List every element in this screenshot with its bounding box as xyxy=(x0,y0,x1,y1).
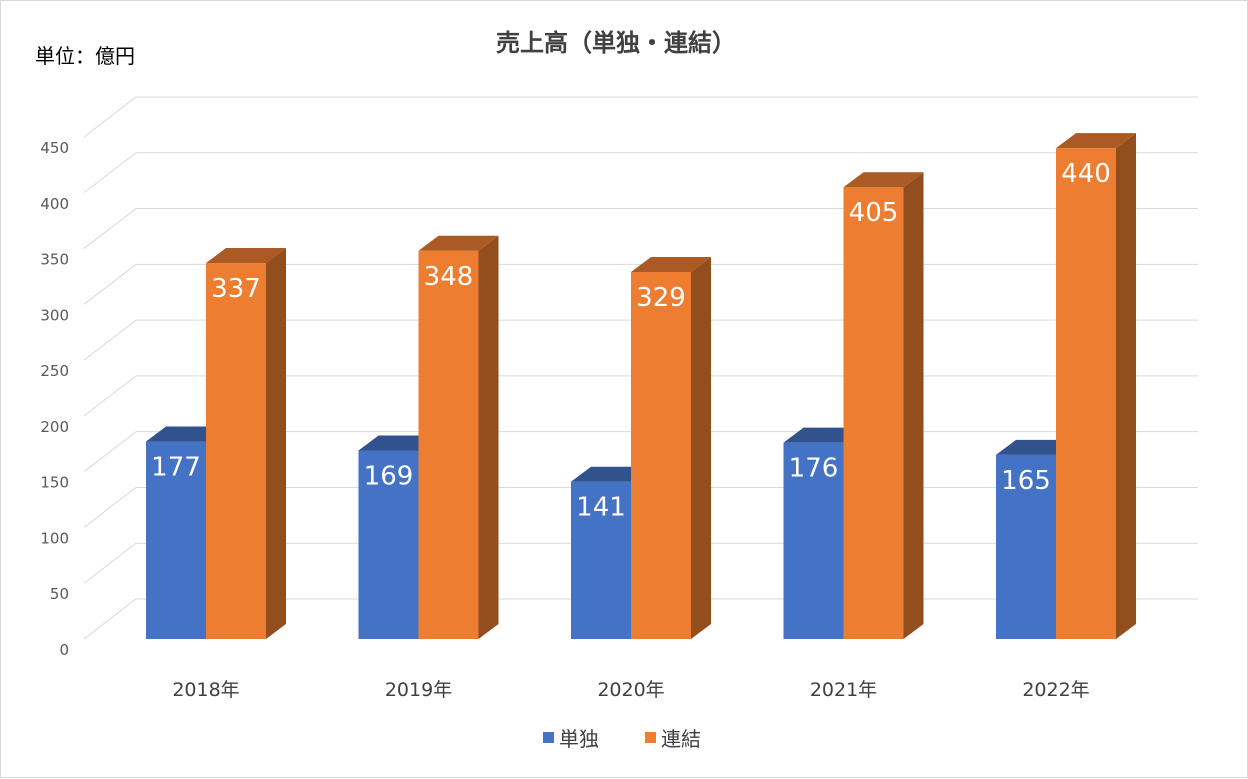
bar-side-face xyxy=(266,248,286,639)
gridline xyxy=(83,208,1198,249)
bar-side-face xyxy=(691,256,711,639)
x-axis-categories: 2018年 2019年 2020年 2021年 2022年 xyxy=(172,679,1089,701)
bar-consolidated xyxy=(631,256,711,639)
x-category-label: 2020年 xyxy=(597,679,664,701)
bar-top-face xyxy=(843,172,924,188)
bar-side-face xyxy=(1116,133,1136,639)
chart-title: 売上高（単独・連結） xyxy=(496,29,736,57)
x-category-label: 2021年 xyxy=(810,679,877,701)
y-tick-label: 250 xyxy=(40,362,69,380)
bar-consolidated xyxy=(206,248,286,639)
bar-front-face xyxy=(571,481,631,639)
bar-front-face xyxy=(1056,148,1116,639)
data-label: 440 xyxy=(1061,159,1111,189)
y-tick-label: 200 xyxy=(40,418,69,436)
y-tick-label: 300 xyxy=(40,306,69,324)
bar-side-face xyxy=(478,235,499,639)
bar-consolidated xyxy=(1056,133,1136,639)
x-category-label: 2022年 xyxy=(1022,679,1089,701)
legend-swatch xyxy=(645,732,656,743)
unit-label: 単位：億円 xyxy=(35,44,135,68)
bar-top-face xyxy=(631,256,711,272)
data-label: 405 xyxy=(849,198,899,228)
x-category-label: 2018年 xyxy=(172,679,239,701)
data-label: 329 xyxy=(636,283,686,313)
y-tick-label: 450 xyxy=(40,139,69,157)
bar-front-face xyxy=(843,187,904,639)
legend: 単独 連結 xyxy=(543,727,701,751)
bar-front-face xyxy=(206,263,266,639)
data-label: 165 xyxy=(1001,466,1051,496)
y-tick-label: 150 xyxy=(40,474,69,492)
y-tick-label: 100 xyxy=(40,529,69,547)
bar-front-face xyxy=(996,454,1056,639)
gridlines xyxy=(83,96,1198,640)
y-tick-label: 50 xyxy=(50,585,69,603)
y-tick-label: 400 xyxy=(40,195,69,213)
bar-front-face xyxy=(146,441,206,639)
bar-front-face xyxy=(631,271,691,639)
bar-front-face xyxy=(783,442,844,639)
data-label: 348 xyxy=(424,262,474,292)
legend-swatch xyxy=(543,732,554,743)
legend-label: 連結 xyxy=(661,727,701,751)
bar-consolidated xyxy=(418,235,499,639)
bar-front-face xyxy=(418,250,479,639)
bar-top-face xyxy=(206,248,286,264)
bar-side-face xyxy=(903,172,924,639)
y-axis-ticks: 0 50 100 150 200 250 300 350 400 450 xyxy=(40,139,69,659)
y-tick-label: 350 xyxy=(40,251,69,269)
bar-front-face xyxy=(358,450,419,639)
gridline xyxy=(83,152,1198,194)
y-tick-label: 0 xyxy=(59,641,69,659)
bar-top-face xyxy=(1056,133,1136,149)
bars xyxy=(146,133,1136,639)
data-labels: 177 337 169 348 141 329 176 405 165 440 xyxy=(151,159,1111,523)
data-label: 337 xyxy=(211,274,261,304)
legend-label: 単独 xyxy=(559,727,599,751)
data-label: 141 xyxy=(576,493,626,523)
bar-consolidated xyxy=(843,172,924,639)
bar-top-face xyxy=(418,235,499,251)
x-category-label: 2019年 xyxy=(385,679,452,701)
data-label: 169 xyxy=(364,461,414,491)
gridline xyxy=(83,96,1198,138)
data-label: 176 xyxy=(789,454,839,484)
data-label: 177 xyxy=(151,453,201,483)
